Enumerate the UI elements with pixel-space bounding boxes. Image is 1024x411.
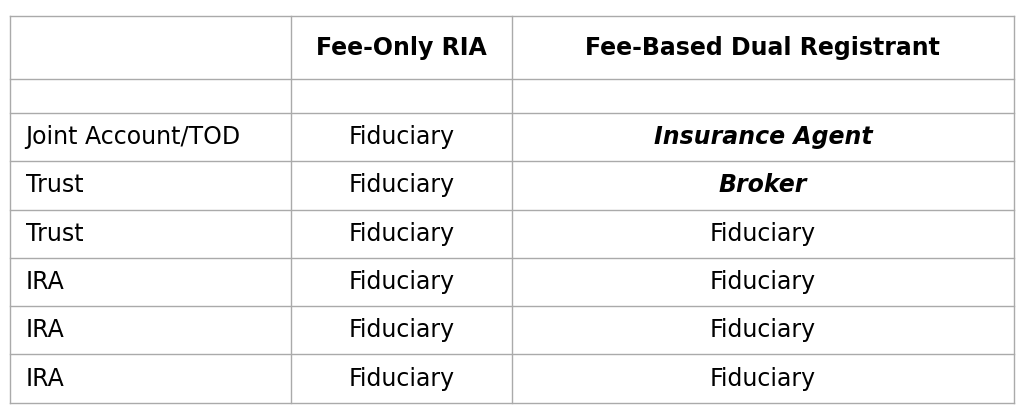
- Text: Fiduciary: Fiduciary: [348, 270, 455, 294]
- Text: Fiduciary: Fiduciary: [348, 319, 455, 342]
- Text: Fiduciary: Fiduciary: [710, 270, 816, 294]
- Text: Joint Account/TOD: Joint Account/TOD: [26, 125, 241, 149]
- Text: IRA: IRA: [26, 319, 65, 342]
- Text: Fiduciary: Fiduciary: [710, 319, 816, 342]
- Text: Trust: Trust: [26, 173, 83, 197]
- Text: Trust: Trust: [26, 222, 83, 246]
- Text: Fiduciary: Fiduciary: [348, 173, 455, 197]
- Text: Fiduciary: Fiduciary: [348, 125, 455, 149]
- Text: Fee-Based Dual Registrant: Fee-Based Dual Registrant: [586, 36, 940, 60]
- Text: Broker: Broker: [719, 173, 807, 197]
- Text: IRA: IRA: [26, 270, 65, 294]
- Text: Insurance Agent: Insurance Agent: [653, 125, 872, 149]
- Text: Fiduciary: Fiduciary: [348, 222, 455, 246]
- Text: IRA: IRA: [26, 367, 65, 390]
- Text: Fee-Only RIA: Fee-Only RIA: [316, 36, 487, 60]
- Text: Fiduciary: Fiduciary: [710, 367, 816, 390]
- Text: Fiduciary: Fiduciary: [348, 367, 455, 390]
- Text: Fiduciary: Fiduciary: [710, 222, 816, 246]
